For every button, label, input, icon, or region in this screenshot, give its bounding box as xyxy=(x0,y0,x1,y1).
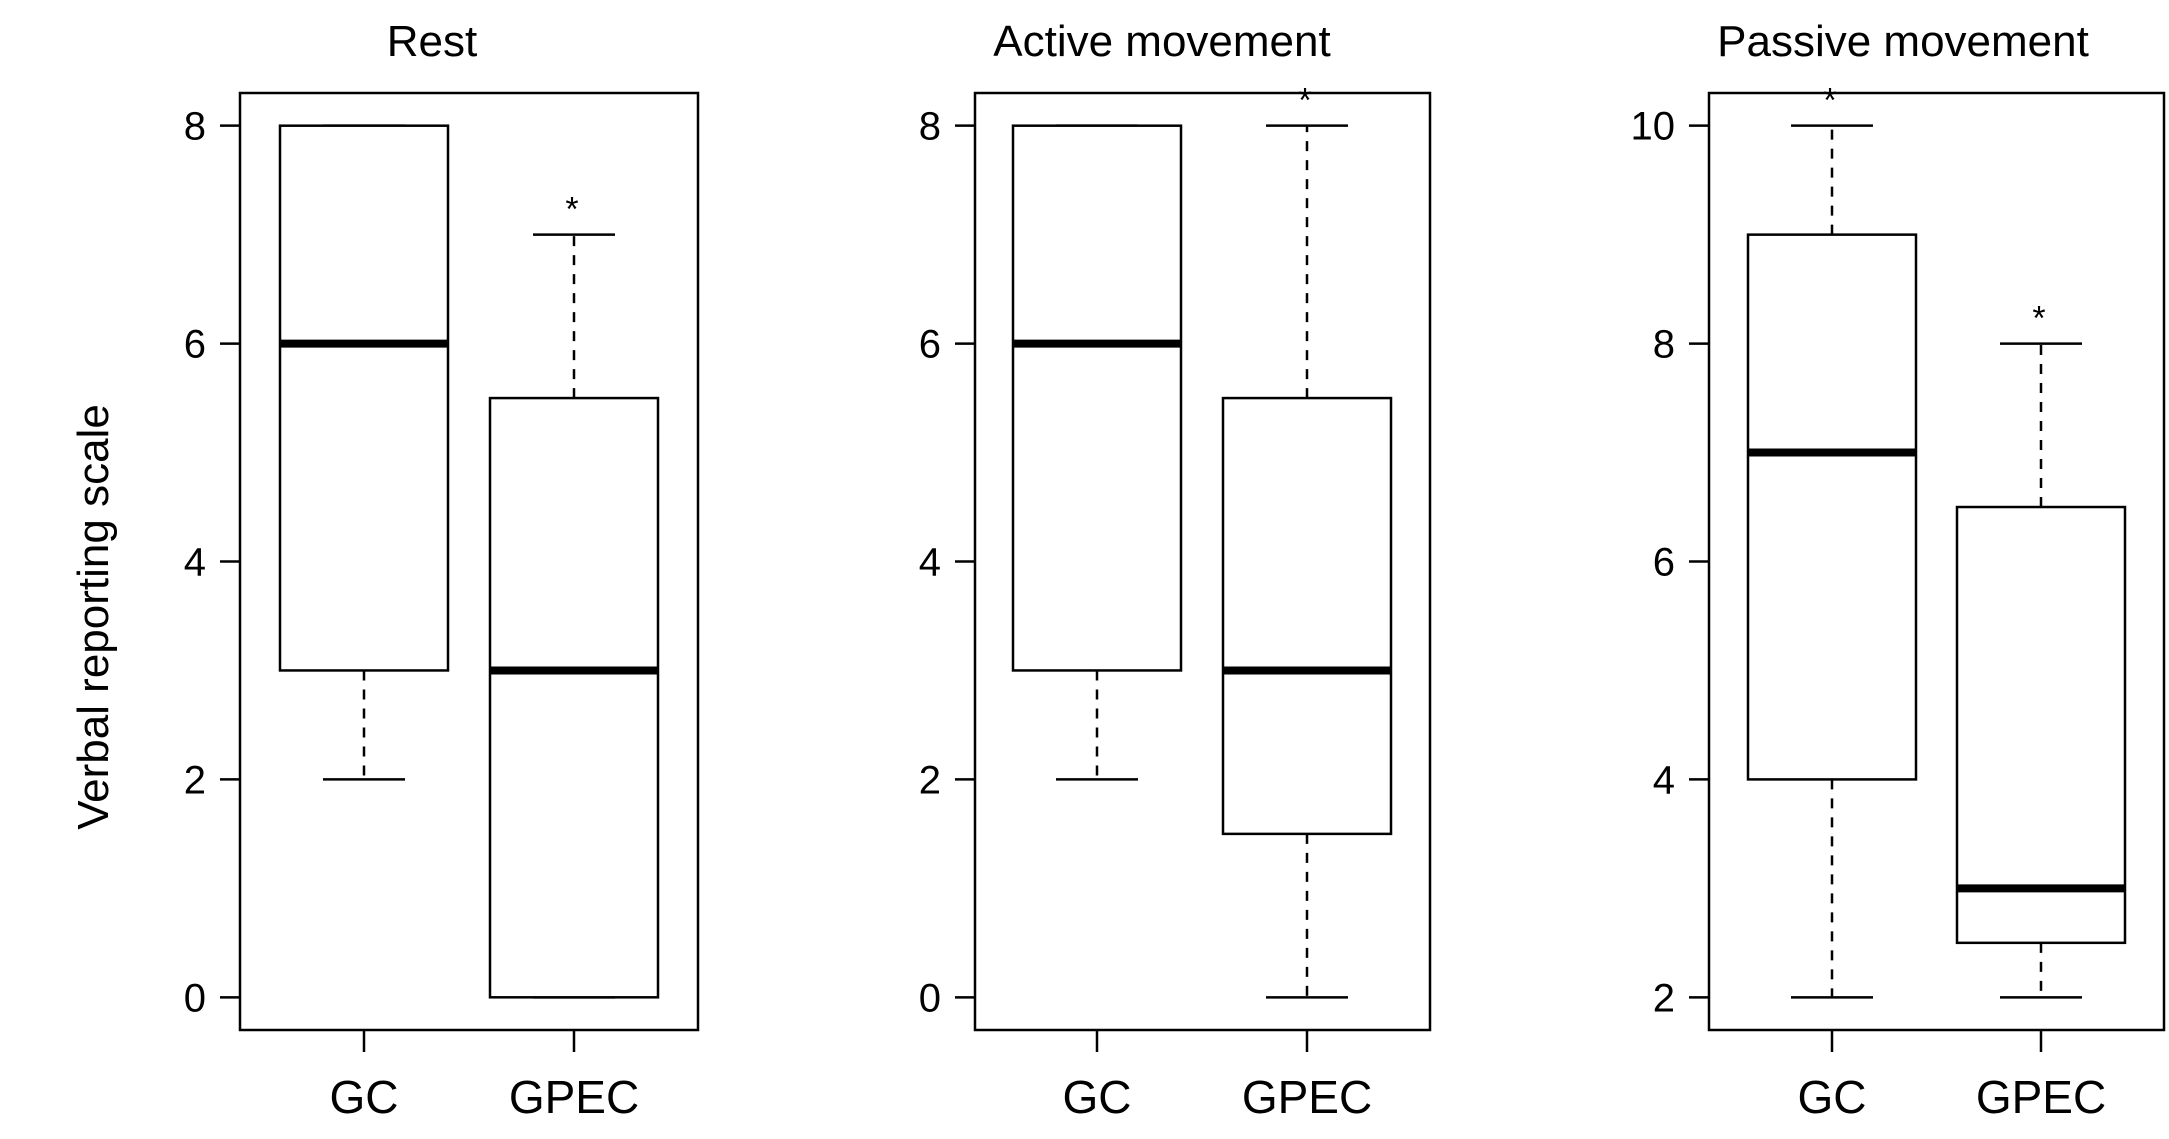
y-tick-label: 0 xyxy=(919,976,941,1020)
y-tick-label: 8 xyxy=(1653,323,1675,367)
x-tick-label: GC xyxy=(1063,1071,1132,1123)
significance-marker: * xyxy=(2032,300,2045,338)
significance-marker: * xyxy=(1298,82,1311,120)
y-tick-label: 4 xyxy=(1653,758,1675,802)
x-tick-label: GC xyxy=(1798,1071,1867,1123)
y-tick-label: 8 xyxy=(184,105,206,149)
panel-title: Passive movement xyxy=(1717,17,2089,66)
panel-title: Active movement xyxy=(993,17,1330,66)
iqr-box xyxy=(1221,396,1393,836)
significance-marker: * xyxy=(1823,82,1836,120)
x-tick-label: GPEC xyxy=(509,1071,639,1123)
y-tick-label: 0 xyxy=(184,976,206,1020)
y-tick-label: 2 xyxy=(919,758,941,802)
iqr-box xyxy=(488,396,660,999)
iqr-box xyxy=(1746,233,1918,781)
y-tick-label: 6 xyxy=(184,323,206,367)
y-tick-label: 2 xyxy=(184,758,206,802)
iqr-box xyxy=(1011,124,1183,672)
y-tick-label: 8 xyxy=(919,105,941,149)
iqr-box xyxy=(1955,505,2127,945)
y-tick-label: 4 xyxy=(184,541,206,585)
y-tick-label: 4 xyxy=(919,541,941,585)
x-tick-label: GPEC xyxy=(1976,1071,2106,1123)
y-tick-label: 6 xyxy=(1653,541,1675,585)
panel-title: Rest xyxy=(387,17,477,66)
y-tick-label: 6 xyxy=(919,323,941,367)
x-tick-label: GC xyxy=(330,1071,399,1123)
y-tick-label: 2 xyxy=(1653,976,1675,1020)
y-tick-label: 10 xyxy=(1631,105,1676,149)
x-tick-label: GPEC xyxy=(1242,1071,1372,1123)
y-axis-label: Verbal reporting scale xyxy=(69,404,118,830)
significance-marker: * xyxy=(565,191,578,229)
iqr-box xyxy=(278,124,450,672)
